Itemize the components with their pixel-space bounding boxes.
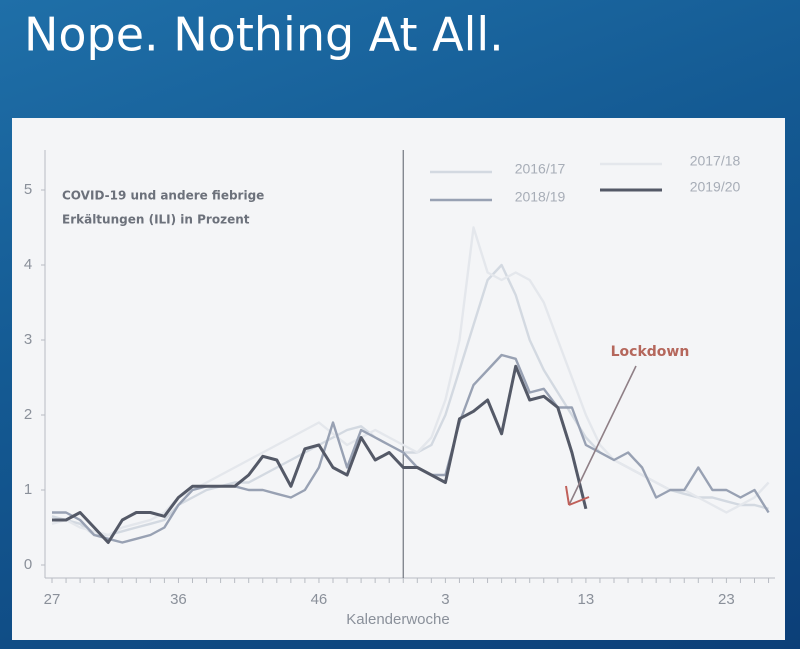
x-axis-label: Kalenderwoche [346,611,449,628]
legend-label: 2019/20 [690,179,741,195]
chart-panel [12,118,785,640]
x-tick-label: 27 [44,591,61,608]
y-tick-label: 0 [24,556,32,573]
y-tick-label: 3 [24,331,32,348]
y-tick-label: 4 [24,256,32,273]
legend-label: 2017/18 [690,153,741,169]
x-tick-label: 3 [441,591,449,608]
y-tick-label: 2 [24,406,32,423]
legend-label: 2016/17 [515,161,566,177]
x-tick-label: 46 [311,591,328,608]
series-line [52,364,588,544]
series-line [52,353,770,544]
x-tick-label: 36 [170,591,187,608]
arrow-head [565,485,590,506]
annotation-arrow [568,365,637,506]
chart-title: COVID-19 und andere fiebrige [62,189,264,203]
legend-label: 2018/19 [515,189,566,205]
slide-title: Nope. Nothing At All. [24,8,504,62]
x-tick-label: 13 [578,591,595,608]
annotation: Lockdown [611,344,690,360]
y-tick-label: 1 [24,481,32,498]
y-tick-label: 5 [24,181,32,198]
x-tick-label: 23 [718,591,735,608]
chart-title: Erkältungen (ILI) in Prozent [62,213,250,227]
